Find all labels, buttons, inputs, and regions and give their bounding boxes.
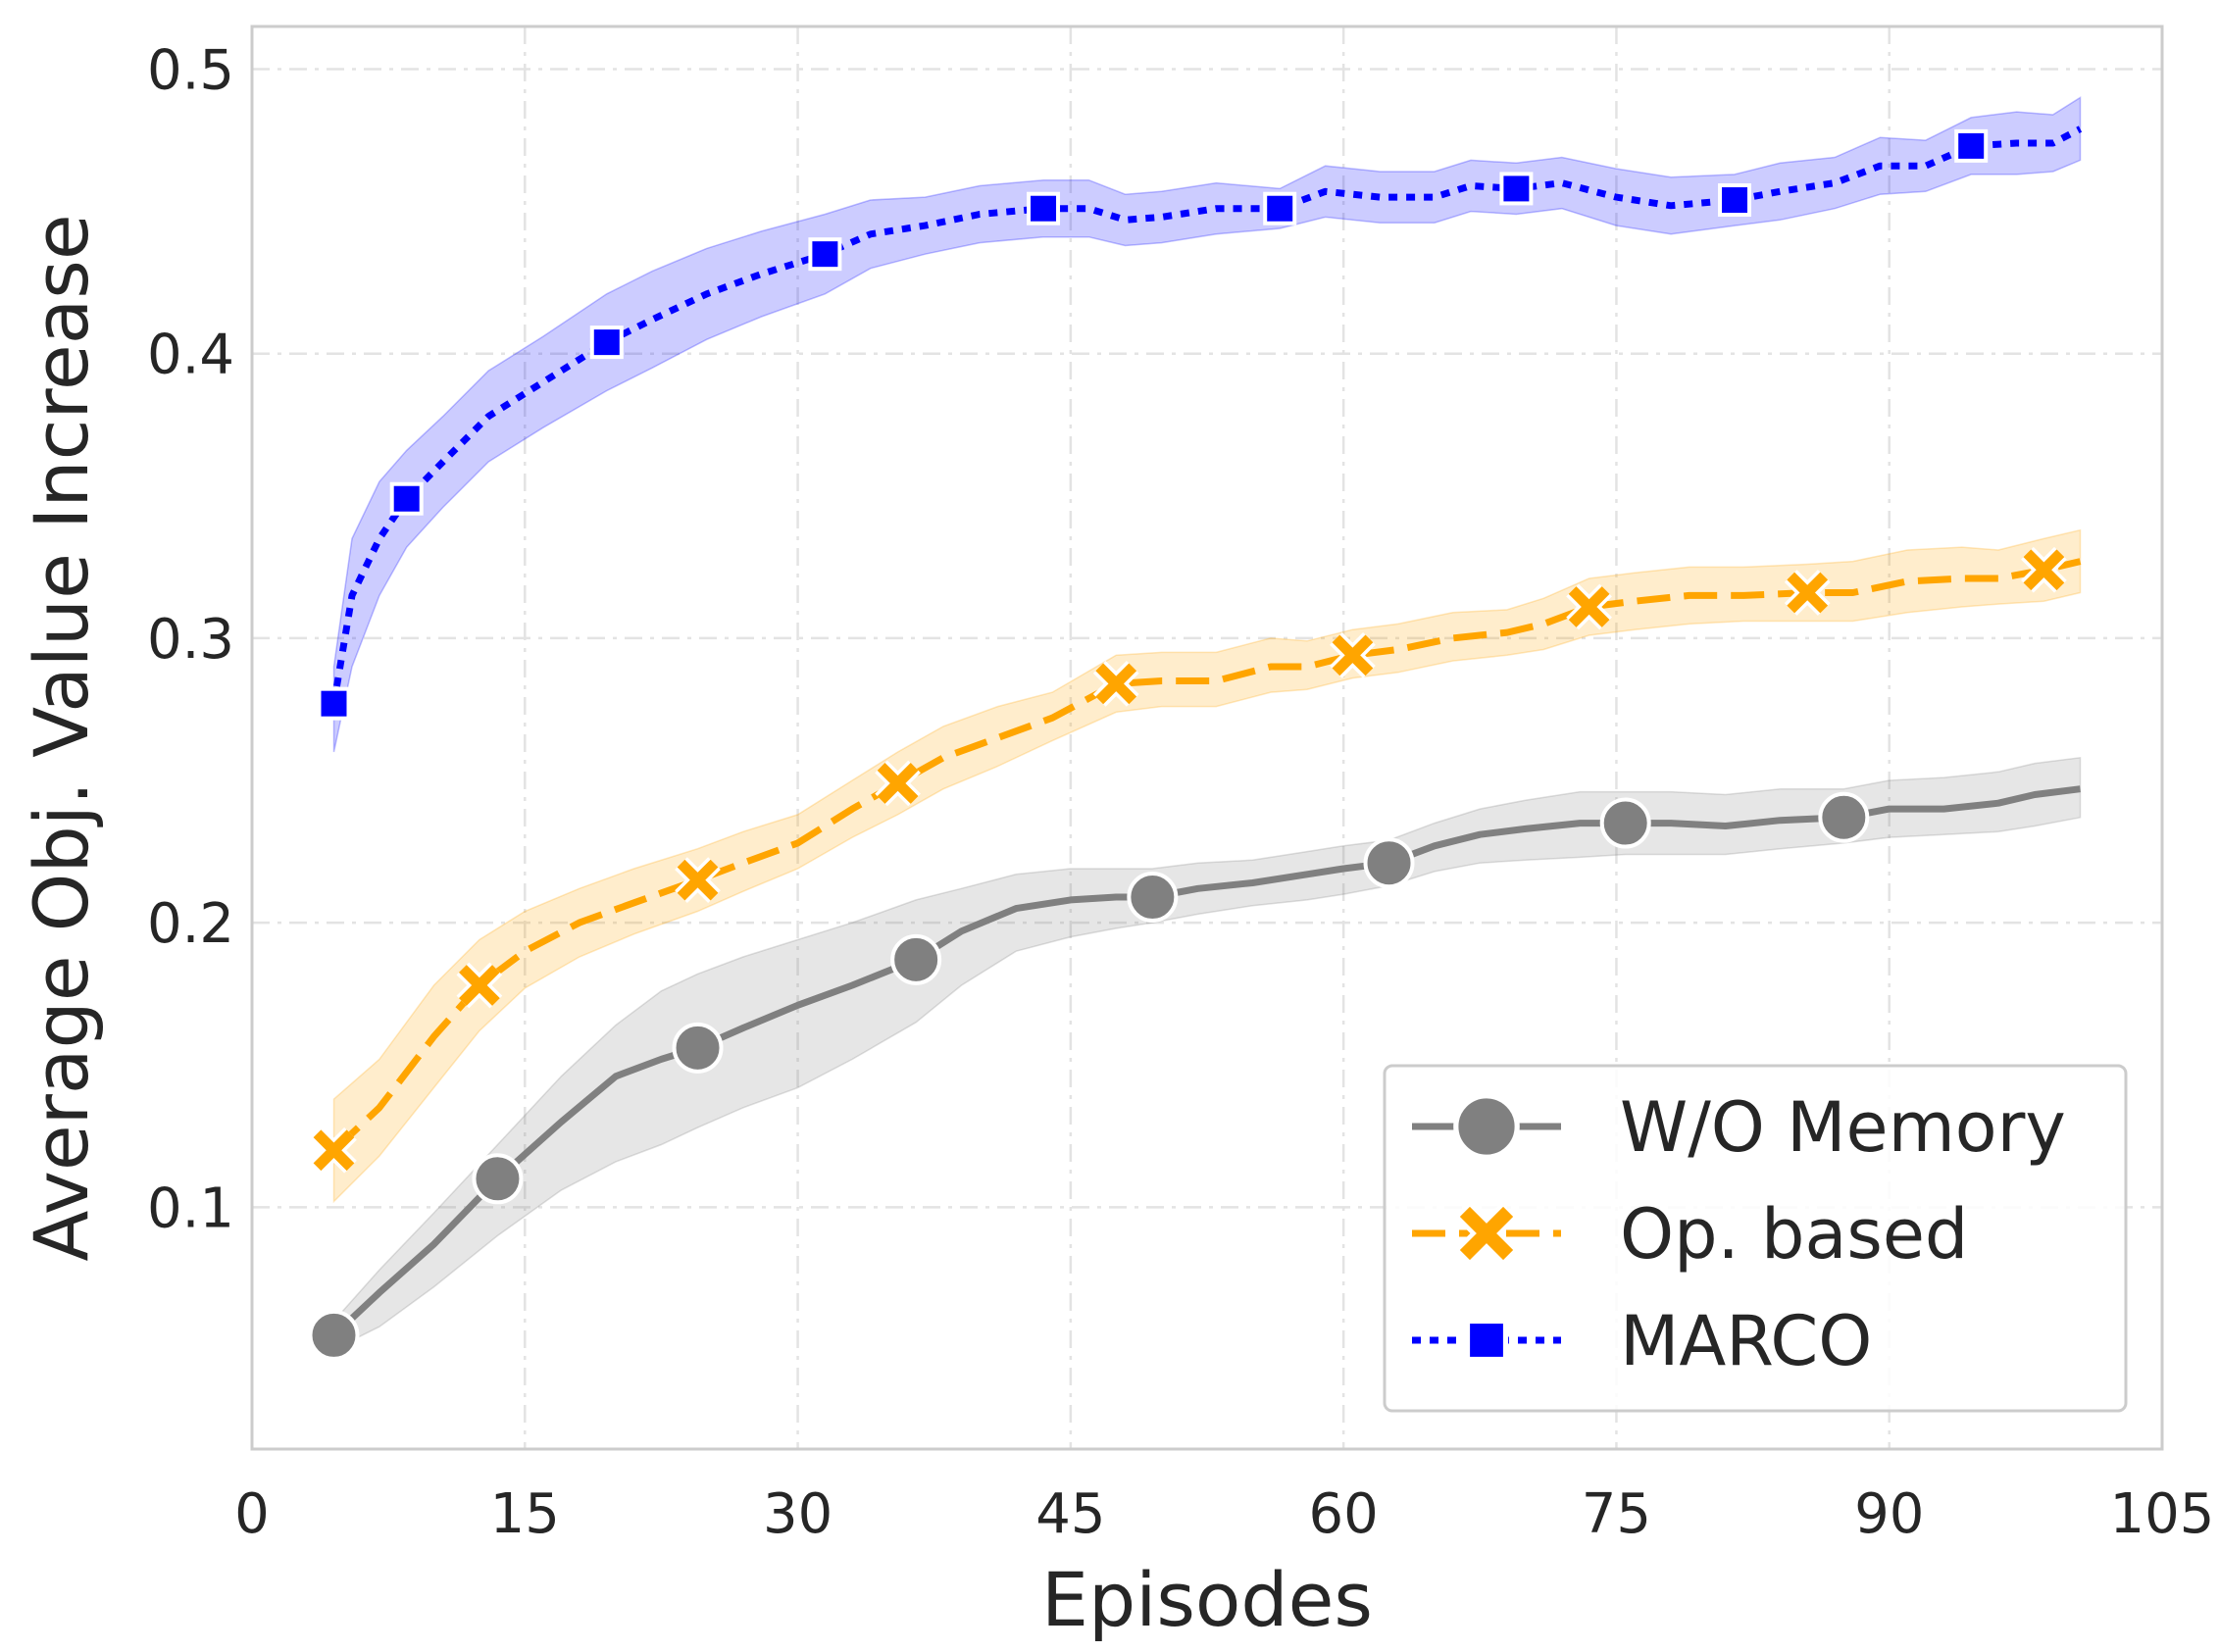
series-line-2	[330, 125, 2083, 705]
x-marker-stroke	[1459, 1206, 1514, 1261]
data-point-2	[1499, 172, 1534, 206]
data-point-0	[308, 1309, 360, 1361]
data-point-2	[1954, 128, 1989, 163]
y-tick-label: 0.2	[147, 892, 234, 956]
data-point-1	[1330, 631, 1376, 678]
x-tick-label: 30	[763, 1482, 832, 1546]
data-point-1	[1784, 570, 1831, 616]
x-tick-label: 90	[1854, 1482, 1924, 1546]
y-tick-label: 0.3	[147, 608, 234, 672]
x-marker-stroke	[2023, 549, 2065, 591]
data-point-1	[1092, 660, 1139, 707]
data-point-2	[1718, 183, 1752, 218]
legend-item: Op. based	[1412, 1194, 1968, 1275]
legend-marker	[1453, 1093, 1520, 1160]
legend-label: MARCO	[1620, 1301, 1872, 1381]
data-point-2	[317, 686, 351, 721]
data-point-1	[1566, 583, 1612, 630]
x-axis-title: Episodes	[1041, 1556, 1373, 1643]
data-point-0	[1363, 837, 1415, 889]
legend-item: W/O Memory	[1412, 1087, 2066, 1168]
data-point-1	[311, 1126, 357, 1174]
axis-ticks: 0 15 30 45 60 75 90 105 0.1 0.2 0.3 0.4 0.5	[147, 39, 2215, 1546]
data-point-2	[389, 481, 424, 516]
legend: W/O Memory Op. based MARCO	[1383, 1064, 2128, 1413]
x-marker-stroke	[677, 859, 719, 901]
data-point-0	[472, 1153, 524, 1205]
y-tick-label: 0.1	[147, 1176, 234, 1240]
legend-marker	[1464, 1318, 1509, 1363]
legend-box	[1383, 1064, 2128, 1413]
y-axis-title: Average Obj. Value Increase	[18, 214, 105, 1261]
x-tick-label: 0	[234, 1482, 270, 1546]
series-markers	[308, 128, 2067, 1361]
data-point-2	[1263, 191, 1297, 225]
data-point-1	[875, 760, 921, 807]
x-marker-stroke	[313, 1129, 355, 1172]
x-marker-stroke	[1787, 572, 1829, 614]
x-marker-stroke	[877, 763, 919, 804]
data-point-2	[808, 237, 842, 272]
legend-label: Op. based	[1620, 1194, 1968, 1275]
data-point-0	[1127, 872, 1179, 924]
series-line-1	[331, 558, 2082, 1153]
data-point-0	[672, 1022, 724, 1074]
x-tick-label: 15	[490, 1482, 560, 1546]
x-marker-stroke	[1568, 586, 1610, 627]
legend-item: MARCO	[1412, 1301, 1872, 1381]
series-line-0	[331, 785, 2081, 1338]
data-point-0	[890, 933, 942, 985]
data-point-2	[589, 325, 624, 360]
y-tick-label: 0.4	[147, 324, 234, 387]
legend-marker	[1456, 1203, 1517, 1264]
legend-label: W/O Memory	[1620, 1087, 2066, 1168]
data-point-1	[675, 857, 721, 903]
x-marker-stroke	[1095, 663, 1137, 705]
data-point-1	[2021, 546, 2067, 593]
data-point-0	[1599, 797, 1651, 849]
band-2	[332, 96, 2082, 753]
data-point-2	[1027, 191, 1061, 225]
x-tick-label: 60	[1309, 1482, 1379, 1546]
data-point-0	[1818, 791, 1870, 843]
x-marker-stroke	[1332, 634, 1374, 676]
x-tick-label: 45	[1035, 1482, 1105, 1546]
y-tick-label: 0.5	[147, 39, 234, 103]
x-marker-stroke	[459, 965, 500, 1006]
plot-area-frame	[250, 25, 2164, 1451]
data-point-1	[456, 962, 503, 1009]
x-tick-label: 105	[2110, 1482, 2215, 1546]
series-lines	[330, 125, 2083, 1338]
x-tick-label: 75	[1582, 1482, 1651, 1546]
